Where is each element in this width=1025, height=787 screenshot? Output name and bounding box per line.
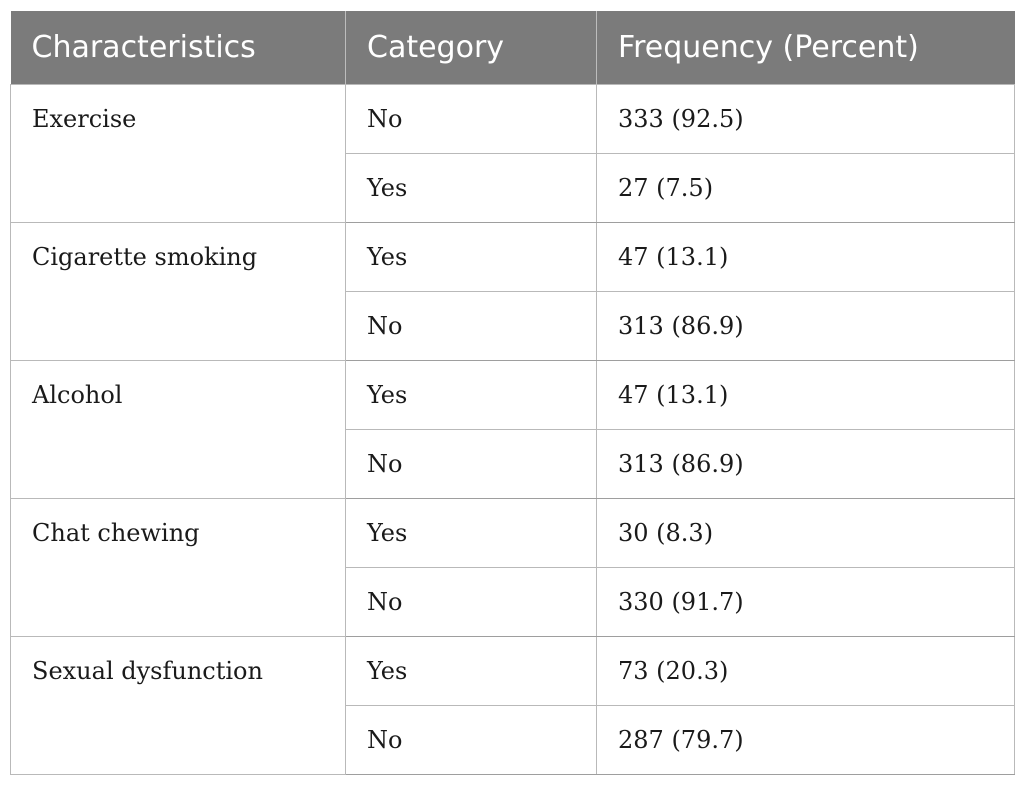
frequency-cell: 313 (86.9) [596, 429, 1015, 499]
characteristic-cell: Exercise [10, 84, 346, 223]
category-cell: Yes [345, 498, 597, 568]
frequency-cell: 333 (92.5) [596, 84, 1015, 154]
frequency-cell: 313 (86.9) [596, 291, 1015, 361]
characteristic-cell: Chat chewing [10, 498, 346, 637]
frequency-cell: 47 (13.1) [596, 222, 1015, 292]
table-body: Exercise No 333 (92.5) Yes 27 (7.5) Ciga… [10, 84, 1015, 775]
table-row: Alcohol Yes 47 (13.1) [10, 360, 1015, 499]
table-row: Chat chewing Yes 30 (8.3) [10, 498, 1015, 637]
frequency-cell: 73 (20.3) [596, 636, 1015, 706]
data-table-container: Characteristics Category Frequency (Perc… [10, 11, 1015, 775]
table-header: Characteristics Category Frequency (Perc… [10, 11, 1015, 85]
frequency-cell: 330 (91.7) [596, 567, 1015, 637]
category-cell: Yes [345, 636, 597, 706]
table-row: Sexual dysfunction Yes 73 (20.3) [10, 636, 1015, 775]
category-cell: Yes [345, 153, 597, 223]
table-row: Yes 27 (7.5) [11, 153, 1015, 223]
category-cell: No [345, 429, 597, 499]
frequency-cell: 30 (8.3) [596, 498, 1015, 568]
category-cell: Yes [345, 360, 597, 430]
category-cell: No [345, 84, 597, 154]
frequency-cell: 287 (79.7) [596, 705, 1015, 775]
header-row: Characteristics Category Frequency (Perc… [10, 11, 1015, 85]
characteristic-cell: Sexual dysfunction [10, 636, 346, 775]
table-row: Exercise No 333 (92.5) [10, 84, 1015, 223]
header-frequency: Frequency (Percent) [596, 11, 1015, 85]
frequency-cell: 47 (13.1) [596, 360, 1015, 430]
table-row: No 287 (79.7) [11, 705, 1015, 775]
characteristics-table: Characteristics Category Frequency (Perc… [10, 11, 1015, 775]
header-characteristics: Characteristics [10, 11, 346, 85]
frequency-cell: 27 (7.5) [596, 153, 1015, 223]
header-category: Category [345, 11, 597, 85]
category-cell: Yes [345, 222, 597, 292]
table-row: No 313 (86.9) [11, 429, 1015, 499]
characteristic-cell: Cigarette smoking [10, 222, 346, 361]
category-cell: No [345, 291, 597, 361]
category-cell: No [345, 567, 597, 637]
characteristic-cell: Alcohol [10, 360, 346, 499]
table-row: Cigarette smoking Yes 47 (13.1) [10, 222, 1015, 361]
category-cell: No [345, 705, 597, 775]
